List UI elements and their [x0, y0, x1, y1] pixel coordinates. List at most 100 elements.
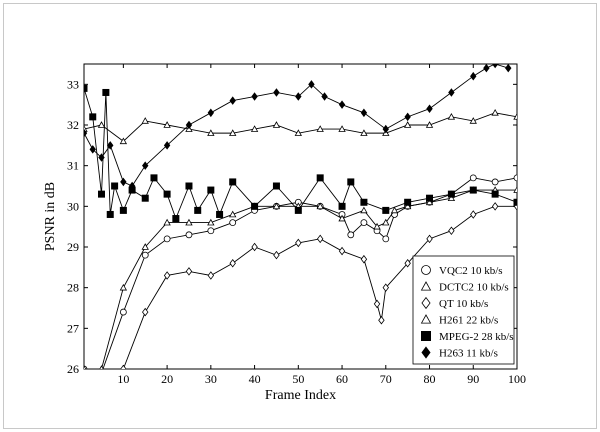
data-point [447, 190, 455, 198]
data-point [505, 64, 512, 73]
data-point [404, 258, 411, 268]
data-point [84, 84, 88, 92]
data-point [207, 108, 215, 118]
series-line [84, 177, 517, 369]
data-point [84, 365, 87, 369]
data-point [81, 386, 86, 393]
legend-entry: QT 10 kb/s [439, 298, 488, 310]
data-point [294, 129, 302, 136]
data-point [360, 129, 368, 136]
data-point [272, 182, 280, 190]
data-point [513, 186, 517, 193]
data-point [360, 219, 368, 227]
data-point [97, 121, 106, 128]
legend-entry: H261 22 kb/s [439, 315, 498, 327]
plot-layer: 10 20 30 40 50 60 70 80 90 100 26 27 28 29 30 31 32 33 [67, 63, 526, 393]
data-point [216, 210, 224, 218]
data-point [338, 214, 346, 222]
data-point [425, 198, 434, 206]
data-point [207, 227, 215, 235]
series-h261-22-kb-s [84, 108, 517, 145]
data-point [99, 386, 104, 393]
legend-entry: MPEG-2 28 kb/s [439, 331, 514, 343]
data-point [404, 112, 411, 122]
data-point [425, 121, 434, 128]
data-point [229, 210, 237, 218]
series-qt-10-kb-s [81, 202, 517, 393]
data-point [378, 315, 385, 325]
x-tick-label: 40 [249, 372, 261, 386]
data-point [89, 145, 96, 154]
x-tick-label: 70 [380, 372, 392, 386]
data-point [382, 218, 390, 226]
data-point [382, 206, 390, 214]
data-point [185, 182, 193, 190]
data-point [194, 206, 202, 214]
data-point [308, 80, 315, 89]
data-point [273, 250, 280, 260]
data-point [360, 198, 368, 206]
data-point [491, 190, 499, 198]
legend-marker [420, 281, 432, 291]
series-layer [81, 64, 517, 393]
series-mpeg-2-28-kb-s [84, 84, 517, 223]
data-point [382, 124, 389, 134]
data-point [373, 222, 381, 230]
data-point [119, 308, 127, 316]
x-tick-label: 60 [336, 372, 348, 386]
data-point [142, 307, 149, 317]
y-tick-label: 29 [67, 240, 79, 254]
x-tick-label: 100 [508, 372, 526, 386]
data-point [107, 141, 114, 150]
data-point [491, 178, 499, 186]
data-point [106, 210, 114, 218]
data-point [426, 194, 434, 202]
data-point [316, 174, 324, 182]
data-point [229, 178, 237, 186]
legend-entry: H263 11 kb/s [439, 348, 498, 360]
data-point [491, 202, 499, 211]
legend-marker [421, 346, 431, 359]
series-line [84, 64, 509, 187]
data-point [119, 206, 127, 214]
data-point [294, 206, 302, 214]
data-point [141, 251, 149, 259]
data-point [295, 92, 302, 101]
data-point [390, 206, 399, 214]
y-tick-label: 26 [67, 362, 79, 376]
data-point [338, 202, 346, 210]
series-h263-11-kb-s [84, 64, 512, 191]
data-point [316, 202, 324, 210]
legend: VQC2 10 kb/s DCTC2 10 kb/s QT 10 kb/s H261 … [412, 255, 515, 365]
data-point [426, 234, 433, 244]
legend-box [412, 255, 515, 365]
x-tick-label: 20 [161, 372, 173, 386]
data-point [469, 174, 477, 182]
x-tick-label: 90 [467, 372, 479, 386]
data-point [102, 88, 110, 96]
data-point [470, 71, 477, 81]
data-point [97, 190, 105, 198]
data-point [448, 226, 455, 235]
data-point [229, 219, 237, 227]
data-point [229, 258, 236, 268]
data-point [513, 198, 517, 206]
figure-frame [3, 3, 597, 429]
data-point [469, 186, 477, 194]
data-point [338, 125, 346, 132]
legend-marker [421, 331, 431, 341]
data-point [120, 177, 127, 187]
data-point [163, 190, 171, 198]
data-point [448, 88, 455, 97]
data-point [141, 194, 149, 202]
y-tick-label: 31 [67, 159, 79, 173]
data-point [316, 234, 324, 244]
data-point [491, 64, 499, 69]
data-point [185, 267, 193, 276]
data-point [513, 174, 517, 182]
data-point [360, 254, 368, 264]
data-point [316, 125, 324, 132]
data-point [120, 364, 127, 369]
data-point [483, 64, 490, 73]
x-tick-label: 80 [424, 372, 436, 386]
